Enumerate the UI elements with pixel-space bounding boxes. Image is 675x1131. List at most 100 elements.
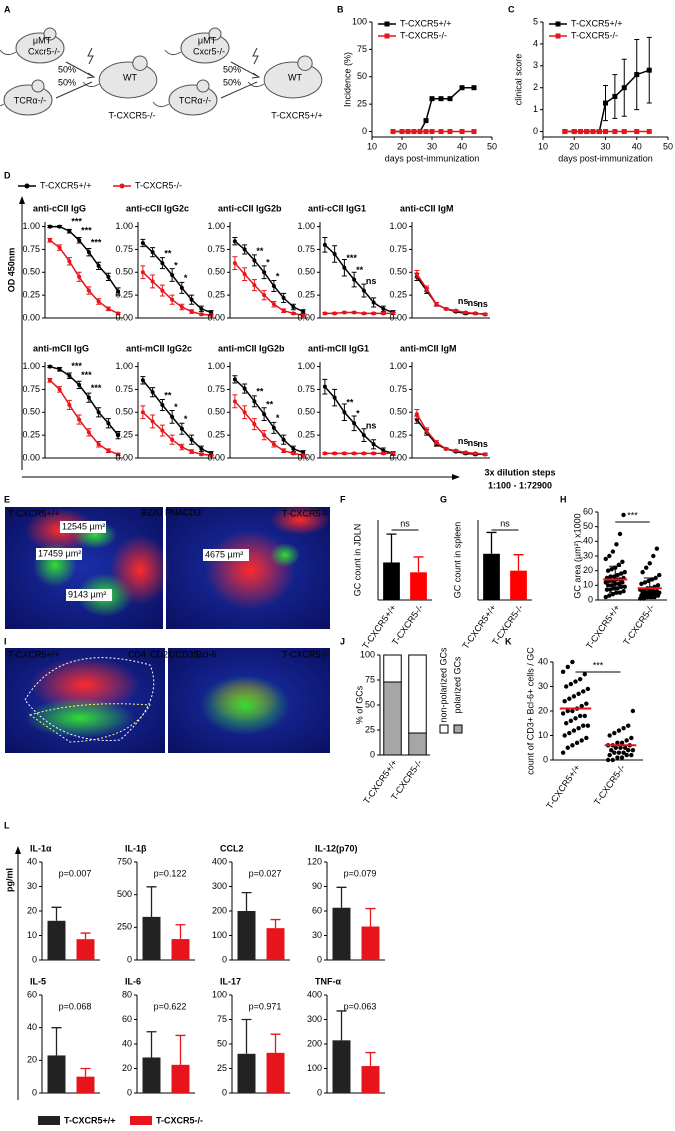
y-tick-label: 0.00: [389, 452, 407, 462]
marker: [47, 224, 52, 229]
dot: [615, 755, 620, 760]
y-tick-label: 0.75: [207, 244, 225, 254]
legend-label: T-CXCR5+/+: [571, 18, 623, 28]
dot: [605, 757, 611, 763]
y-tick-label: 0.25: [207, 290, 225, 300]
marker: [391, 311, 396, 316]
marker: [453, 448, 458, 453]
bar: [266, 928, 285, 960]
marker: [342, 451, 347, 456]
dot: [608, 574, 613, 579]
y-tick-label: 0.50: [297, 407, 315, 417]
marker: [381, 451, 386, 456]
dot: [620, 580, 625, 585]
y-tick-label: 0.25: [297, 290, 315, 300]
stain-label: CD3: [183, 507, 201, 517]
y-tick-label: 0.75: [389, 244, 407, 254]
y-tick-label: 0.00: [297, 452, 315, 462]
marker: [271, 284, 276, 288]
bar: [237, 911, 256, 960]
arrow: [55, 61, 96, 99]
marker: [262, 433, 267, 438]
dot: [622, 569, 627, 575]
dot: [605, 568, 611, 573]
marker: [179, 426, 184, 431]
dot: [607, 733, 612, 738]
y-axis-label: % of GCs: [354, 685, 364, 724]
bar-segment: [383, 654, 402, 683]
marker: [106, 448, 111, 453]
micrograph-e: [5, 505, 330, 629]
bar: [383, 562, 400, 600]
ratio-label: 50%: [58, 64, 76, 74]
error-bar: [146, 886, 157, 917]
marker: [634, 129, 640, 135]
y-tick-label: 30: [583, 550, 593, 560]
dot: [615, 740, 620, 746]
marker: [189, 297, 194, 302]
y-tick-label: 80: [122, 989, 132, 999]
y-tick-label: 0: [127, 1087, 132, 1097]
marker: [262, 270, 267, 275]
dot: [654, 589, 660, 594]
marker: [160, 261, 165, 266]
marker: [199, 446, 204, 451]
dot: [651, 553, 656, 559]
marker: [291, 305, 296, 310]
mouse-tail: [164, 49, 182, 56]
y-tick-label: 1.00: [389, 221, 407, 231]
y-tick-label: 0.00: [115, 312, 133, 322]
y-tick-label: 20: [122, 1063, 132, 1073]
significance: *: [174, 260, 178, 270]
bar: [47, 920, 66, 960]
chart-title: anti-cCII IgM: [400, 203, 454, 213]
bar: [332, 1040, 351, 1093]
dot: [639, 581, 644, 587]
donor-label: Cxcr5-/-: [193, 46, 225, 56]
y-tick-label: 200: [307, 1038, 322, 1048]
ratio-label: 50%: [58, 77, 76, 87]
legend-label: T-CXCR5-/-: [571, 30, 618, 40]
annotation: p=0.122: [154, 868, 187, 878]
panel-label: A: [4, 4, 11, 14]
y-tick-label: 30: [538, 681, 548, 691]
dot: [654, 546, 660, 551]
marker: [447, 129, 453, 135]
dot: [584, 735, 589, 741]
dot: [607, 553, 612, 559]
stain-label: B220: [141, 507, 162, 517]
dot: [609, 748, 614, 753]
image-title: T-CXCR5+/+: [8, 508, 60, 518]
marker: [291, 311, 296, 316]
y-tick-label: 60: [122, 1014, 132, 1024]
significance: **: [356, 265, 364, 275]
marker: [352, 277, 357, 282]
marker: [170, 414, 175, 419]
error-bar: [365, 1051, 376, 1067]
dot: [574, 740, 580, 746]
marker: [463, 450, 468, 455]
arrowhead: [452, 474, 460, 480]
y-tick-label: 0.00: [115, 452, 133, 462]
chart-title: IL-6: [125, 976, 141, 986]
marker: [424, 428, 429, 433]
error-bar: [270, 918, 281, 929]
marker: [242, 247, 247, 252]
legend-label: non-polarized GCs: [438, 647, 448, 723]
marker: [473, 311, 478, 316]
x-tick-label: T-CXCR5+/+: [544, 763, 582, 811]
micrograph-i: [5, 648, 330, 753]
dot: [565, 708, 570, 714]
marker: [96, 263, 101, 268]
panel-label: C: [508, 4, 515, 14]
image-title: T-CXCR5-/-: [282, 649, 329, 659]
marker: [67, 229, 72, 234]
error-bar: [386, 533, 397, 563]
chart-title: IL-17: [220, 976, 241, 986]
marker: [444, 446, 449, 451]
significance: ***: [91, 238, 102, 248]
mouse-body: [168, 84, 218, 116]
marker: [361, 433, 366, 438]
marker: [232, 377, 237, 382]
marker: [271, 425, 276, 430]
